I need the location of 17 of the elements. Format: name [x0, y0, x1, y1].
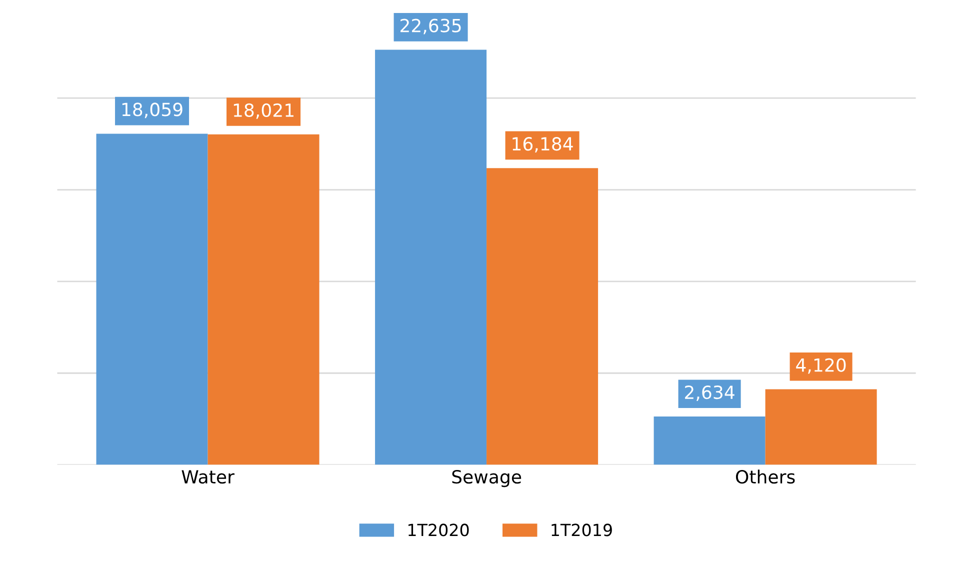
x-tick-label: Sewage [452, 470, 522, 488]
data-label: 4,120 [796, 358, 846, 374]
bar [654, 416, 766, 465]
data-label: 2,634 [685, 385, 734, 401]
legend-label: 1T2020 [408, 524, 469, 536]
bar [765, 389, 877, 465]
data-label: 18,059 [122, 102, 182, 118]
bar [486, 168, 598, 465]
bar [96, 134, 208, 465]
data-label: 18,021 [234, 103, 294, 119]
x-tick-label: Others [736, 470, 795, 484]
legend-label: 1T2019 [552, 524, 612, 536]
data-label: 22,635 [400, 18, 461, 34]
bar [208, 134, 320, 465]
data-label: 16,184 [512, 137, 573, 153]
bar [375, 50, 487, 465]
x-tick-label: Water [182, 470, 234, 484]
